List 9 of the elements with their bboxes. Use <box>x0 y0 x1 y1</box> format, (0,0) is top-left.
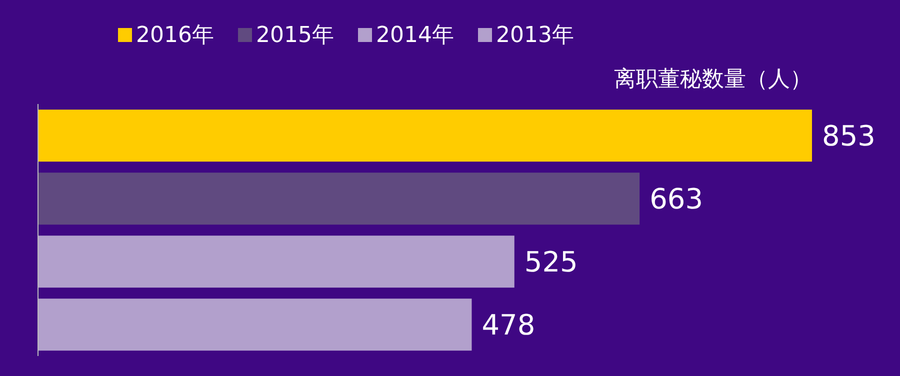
legend-label: 2013年 <box>496 22 574 50</box>
legend-label: 2014年 <box>376 22 454 50</box>
data-label: 663 <box>650 182 704 216</box>
legend-label: 2016年 <box>136 22 214 50</box>
x-axis-title: 离职董秘数量（人） <box>614 66 812 94</box>
data-label: 478 <box>482 308 536 342</box>
data-label: 853 <box>822 120 876 153</box>
legend-label: 2015年 <box>256 22 334 50</box>
data-label: 525 <box>524 246 578 279</box>
